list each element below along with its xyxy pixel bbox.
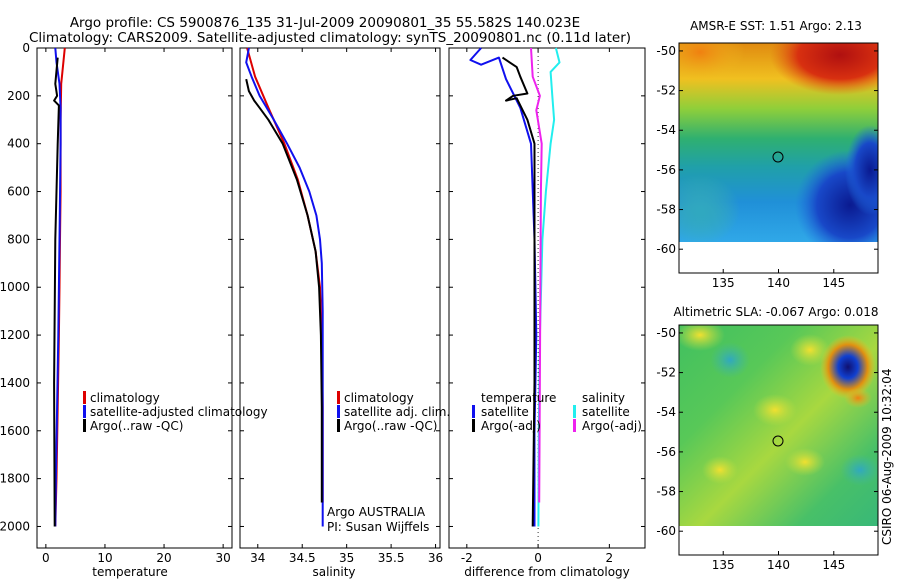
salinity-legend: climatology satellite adj. clim. Argo(..… [327, 391, 450, 534]
legend-label-argo: Argo(..raw -QC) [90, 419, 183, 433]
y-tick-label: 1000 [0, 280, 30, 294]
y-tick-label: 600 [7, 185, 30, 199]
legend-label-sal-argo: Argo(-adj) [582, 419, 642, 433]
map-y-tick-label: -60 [656, 524, 676, 538]
legend-swatch-satellite [83, 405, 86, 418]
x-tick-label: 0 [42, 551, 50, 565]
legend-title-salinity: salinity [582, 391, 625, 405]
series-line-temperature-satellite [469, 47, 538, 527]
x-tick-label: 30 [215, 551, 230, 565]
y-tick-label: 800 [7, 232, 30, 246]
legend-swatch-temp-satellite [472, 405, 475, 418]
map-y-tick-label: -58 [656, 485, 676, 499]
legend-swatch-temp-argo [472, 419, 475, 432]
legend-label-climatology: climatology [90, 391, 160, 405]
y-tick-label: 1800 [0, 472, 30, 486]
map-y-tick-label: -60 [656, 242, 676, 256]
figure-title-line2: Climatology: CARS2009. Satellite-adjuste… [29, 30, 631, 46]
depth-axis: 0 200 400 600 800 1000 1200 1400 1600 1800 2000 [0, 41, 30, 533]
legend-swatch-climatology [337, 391, 340, 404]
y-tick-label: 1400 [0, 376, 30, 390]
map-x-tick-label: 135 [712, 276, 735, 290]
x-tick-label: 34.5 [289, 551, 316, 565]
series-line-climatology [246, 47, 324, 503]
credit-timestamp: CSIRO 06-Aug-2009 10:32:04 [880, 369, 894, 545]
x-tick-label: 10 [97, 551, 112, 565]
legend-label-sal-satellite: satellite [582, 405, 630, 419]
difference-plot: -2 0 2 [449, 47, 645, 565]
temperature-xlabel: temperature [92, 565, 167, 579]
sla-heatmap [679, 325, 878, 526]
map-y-tick-label: -50 [656, 44, 676, 58]
legend-label-temp-satellite: satellite [481, 405, 529, 419]
legend-swatch-satellite [337, 405, 340, 418]
salinity-panel-frame [239, 47, 441, 549]
sla-argo-marker [772, 435, 784, 447]
x-tick-label: 36 [428, 551, 443, 565]
sst-map-axes: -50 -52 -54 -56 -58 -60 135 140 145 [656, 44, 878, 290]
map-y-tick-label: -56 [656, 445, 676, 459]
series-line-salinity-satellite [537, 47, 561, 527]
legend-label-satellite: satellite-adjusted climatology [90, 405, 268, 419]
difference-xlabel: difference from climatology [464, 565, 630, 579]
sst-heatmap [679, 43, 878, 242]
legend-swatch-climatology [83, 391, 86, 404]
sla-map-title: Altimetric SLA: -0.067 Argo: 0.018 [673, 305, 878, 319]
series-line-satellite-adj-clim [245, 47, 324, 527]
series-line-salinity-argo-adj [530, 47, 543, 503]
legend-swatch-sal-satellite [573, 405, 576, 418]
y-tick-label: 2000 [0, 519, 30, 533]
map-y-tick-label: -52 [656, 366, 676, 380]
x-tick-label: 20 [156, 551, 171, 565]
map-y-tick-label: -50 [656, 326, 676, 340]
series-line-argo-raw-qc [245, 78, 323, 503]
y-tick-label: 0 [22, 41, 30, 55]
temperature-legend: climatology satellite-adjusted climatolo… [83, 391, 268, 433]
series-line-argo-raw-qc [53, 57, 60, 527]
difference-legend: temperature satellite Argo(-adj) salinit… [472, 391, 642, 433]
legend-label-climatology: climatology [344, 391, 414, 405]
x-tick-label: 0 [534, 551, 542, 565]
figure-title-line1: Argo profile: CS 5900876_135 31-Jul-2009… [70, 15, 580, 31]
series-line-satellite-adjusted-climatology [54, 47, 62, 527]
x-tick-label: 34 [250, 551, 265, 565]
y-tick-label: 200 [7, 89, 30, 103]
map-y-tick-label: -54 [656, 405, 676, 419]
map-x-tick-label: 145 [822, 276, 845, 290]
salinity-plot: 34 34.5 35 35.5 36 [240, 47, 443, 565]
salinity-xlabel: salinity [312, 565, 355, 579]
x-tick-label: 2 [606, 551, 614, 565]
legend-title-temperature: temperature [481, 391, 556, 405]
legend-swatch-argo [83, 419, 86, 432]
map-x-tick-label: 140 [767, 558, 790, 572]
sst-argo-marker [772, 151, 784, 163]
legend-label-satellite: satellite adj. clim. [344, 405, 450, 419]
x-tick-label: -2 [461, 551, 473, 565]
y-tick-label: 400 [7, 137, 30, 151]
map-y-tick-label: -54 [656, 123, 676, 137]
sla-map-axes: -50 -52 -54 -56 -58 -60 135 140 145 [656, 326, 878, 572]
map-y-tick-label: -58 [656, 203, 676, 217]
temperature-panel-frame [36, 47, 233, 549]
temperature-plot: 0 10 20 30 [37, 47, 232, 565]
x-tick-label: 35.5 [378, 551, 405, 565]
map-x-tick-label: 145 [822, 558, 845, 572]
difference-panel-frame [448, 47, 646, 549]
legend-label-temp-argo: Argo(-adj) [481, 419, 541, 433]
x-tick-label: 35 [339, 551, 354, 565]
argo-pi-note: PI: Susan Wijffels [327, 520, 429, 534]
y-tick-label: 1600 [0, 424, 30, 438]
legend-swatch-sal-argo [573, 419, 576, 432]
sst-map-title: AMSR-E SST: 1.51 Argo: 2.13 [690, 19, 862, 33]
series-line-temperature-argo-adj [501, 56, 536, 527]
map-y-tick-label: -56 [656, 163, 676, 177]
argo-owner-note: Argo AUSTRALIA [327, 505, 426, 519]
legend-swatch-argo [337, 419, 340, 432]
legend-label-argo: Argo(..raw -QC) [344, 419, 437, 433]
map-x-tick-label: 135 [712, 558, 735, 572]
y-tick-label: 1200 [0, 328, 30, 342]
map-y-tick-label: -52 [656, 84, 676, 98]
map-x-tick-label: 140 [767, 276, 790, 290]
